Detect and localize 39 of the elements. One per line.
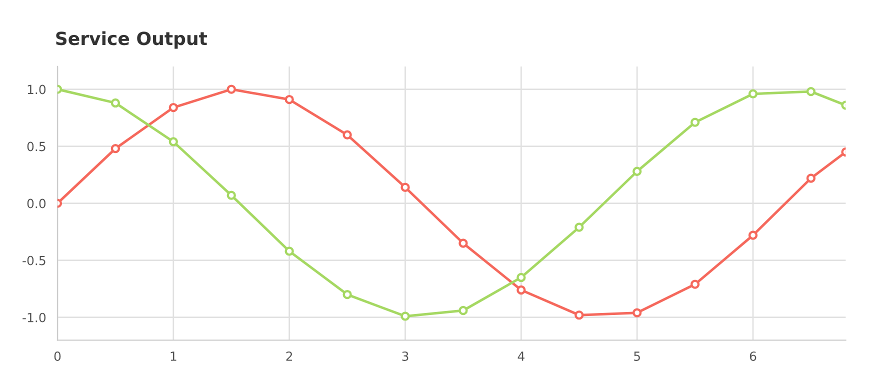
point bbox=[806, 86, 816, 96]
point bbox=[458, 306, 468, 316]
point bbox=[806, 174, 816, 183]
point bbox=[400, 182, 410, 192]
point bbox=[632, 166, 642, 176]
y-tick-label: -0.5 bbox=[22, 256, 46, 266]
point bbox=[516, 272, 526, 282]
chart-title: Service Output bbox=[56, 31, 208, 49]
y-tick-label: 1.0 bbox=[28, 84, 46, 94]
point bbox=[342, 130, 352, 140]
point bbox=[226, 84, 236, 94]
point bbox=[458, 238, 468, 248]
x-tick-label: 1 bbox=[170, 352, 176, 361]
point bbox=[342, 290, 352, 300]
point bbox=[748, 230, 758, 240]
x-tick-label: 6 bbox=[750, 352, 756, 361]
y-tick-label: -1.0 bbox=[22, 312, 46, 322]
x-tick-label: 4 bbox=[518, 352, 524, 361]
y-tick-label: 0.5 bbox=[27, 142, 46, 152]
x-tick-label: 5 bbox=[634, 352, 640, 361]
point bbox=[110, 98, 120, 108]
point bbox=[690, 118, 700, 127]
x-tick-label: 3 bbox=[402, 352, 408, 361]
x-tick-label: 2 bbox=[286, 352, 292, 361]
point bbox=[748, 89, 758, 98]
y-tick-label: 0.0 bbox=[27, 198, 46, 208]
point bbox=[400, 312, 410, 321]
x-tick-label: 0 bbox=[54, 352, 61, 361]
point bbox=[110, 144, 120, 154]
point bbox=[690, 280, 700, 289]
point bbox=[284, 246, 294, 256]
point bbox=[284, 94, 294, 104]
point bbox=[574, 310, 584, 320]
point bbox=[168, 102, 178, 112]
point bbox=[574, 222, 584, 232]
point bbox=[632, 308, 642, 318]
point bbox=[516, 285, 526, 295]
point bbox=[226, 190, 236, 200]
point bbox=[168, 137, 178, 146]
